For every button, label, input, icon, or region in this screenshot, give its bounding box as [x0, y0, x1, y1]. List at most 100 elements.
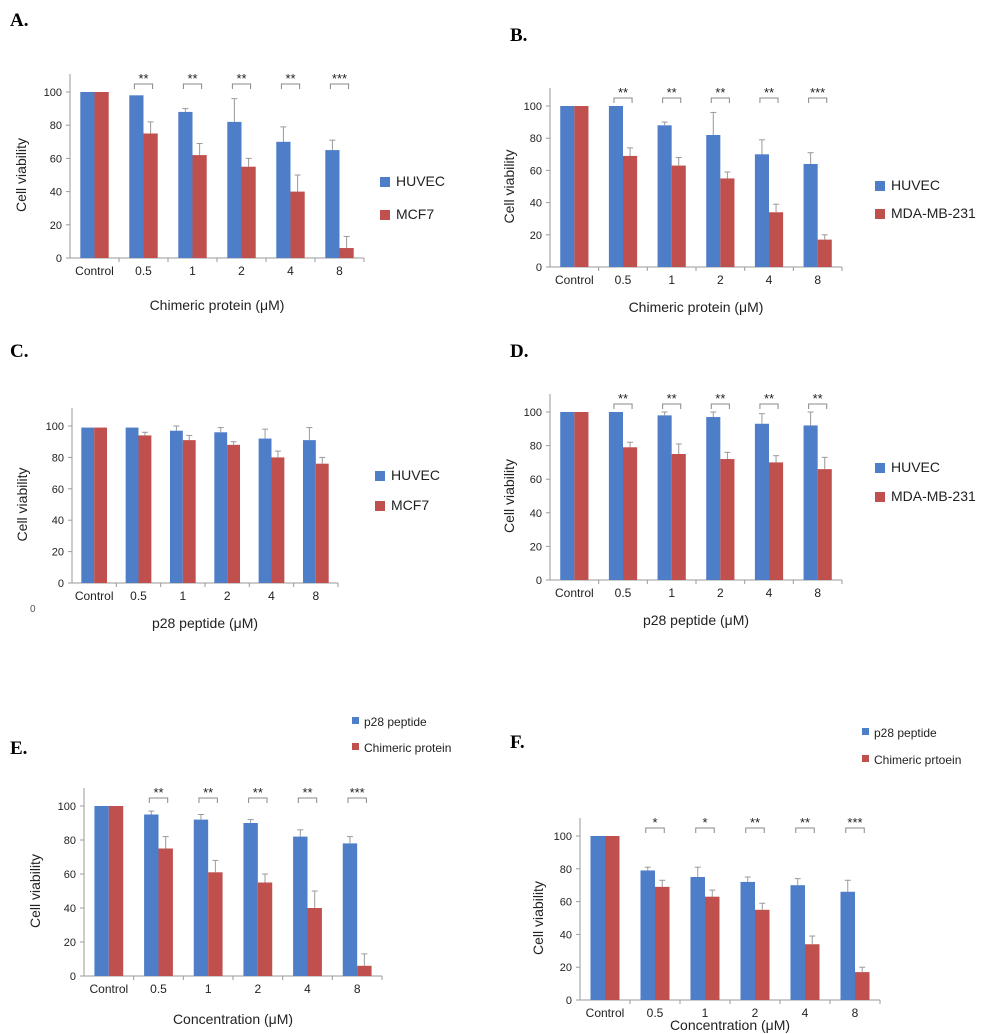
- chart-panel-4: D. 0 20 40 60 80 100 Control 0.5 ** 1 ** 2 ** 4 ** 8 ** Ce…: [501, 341, 976, 628]
- bar-series1: [325, 150, 340, 258]
- bar-series2: [623, 447, 638, 580]
- x-tick-label: 1: [189, 264, 196, 278]
- x-axis-title: Concentration (μM): [173, 1011, 293, 1027]
- bar-series1: [243, 823, 258, 976]
- x-tick-label: 0.5: [647, 1006, 664, 1020]
- stray-mark: 0: [30, 604, 36, 615]
- x-tick-label: Control: [555, 273, 594, 287]
- significance-label: ***: [847, 815, 862, 830]
- bar-series1: [560, 106, 575, 267]
- legend-label: HUVEC: [391, 467, 440, 483]
- chart-panel-3: C. 0 20 40 60 80 100 Control 0.5 1 2 4 8 Cell viabili…: [10, 341, 440, 631]
- significance-bracket: [133, 83, 154, 89]
- x-axis-title: Chimeric protein (μM): [150, 297, 285, 313]
- x-axis-title: p28 peptide (μM): [643, 612, 749, 628]
- bar-series1: [608, 106, 623, 267]
- x-tick-label: 8: [814, 586, 821, 600]
- significance-label: ***: [810, 85, 825, 100]
- panel-letter: F.: [510, 732, 525, 753]
- bar-series1: [80, 92, 95, 258]
- x-tick-label: 2: [224, 589, 231, 603]
- bar-series2: [315, 463, 329, 583]
- legend-swatch: [862, 755, 869, 762]
- bar-series2: [574, 412, 589, 580]
- chart-panel-1: A. 0 20 40 60 80 100 Control 0.5 ** 1 ** 2 ** 4 ** 8 *** C…: [10, 10, 445, 313]
- bar-series1: [790, 885, 805, 1000]
- y-tick-label: 100: [46, 421, 64, 433]
- y-tick-label: 60: [560, 897, 572, 909]
- legend-swatch: [875, 463, 885, 473]
- y-tick-label: 60: [530, 165, 542, 177]
- x-tick-label: 4: [304, 982, 311, 996]
- x-axis-title: Concentration (μM): [670, 1017, 790, 1033]
- bar-series2: [290, 191, 305, 258]
- x-tick-label: 4: [268, 589, 275, 603]
- legend-label: MDA-MB-231: [891, 205, 976, 221]
- x-tick-label: 4: [766, 273, 773, 287]
- bar-series2: [94, 92, 109, 258]
- x-tick-label: 8: [312, 589, 319, 603]
- x-axis-title: Chimeric protein (μM): [629, 299, 764, 315]
- bar-series2: [192, 155, 207, 258]
- y-tick-label: 20: [64, 937, 76, 949]
- legend-label: p28 peptide: [364, 715, 427, 729]
- significance-label: **: [764, 85, 774, 100]
- bar-series1: [293, 836, 308, 976]
- bar-series1: [144, 814, 159, 976]
- y-tick-label: 0: [58, 578, 64, 590]
- panel-letter: B.: [510, 25, 527, 46]
- y-tick-label: 80: [530, 133, 542, 145]
- bar-series1: [81, 427, 95, 583]
- y-tick-label: 40: [52, 515, 64, 527]
- bar-series2: [357, 965, 372, 976]
- significance-bracket: [329, 83, 350, 89]
- significance-label: **: [153, 785, 163, 800]
- bar-series1: [193, 819, 209, 976]
- x-tick-label: 4: [766, 586, 773, 600]
- y-tick-label: 80: [50, 120, 62, 132]
- panel-letter: C.: [10, 341, 28, 362]
- y-tick-label: 40: [64, 903, 76, 915]
- bar-series1: [590, 836, 605, 1000]
- bar-series1: [706, 134, 721, 267]
- y-axis-title: Cell viability: [501, 150, 517, 224]
- y-tick-label: 80: [64, 835, 76, 847]
- y-tick-label: 100: [524, 407, 542, 419]
- bar-series1: [706, 417, 721, 580]
- legend-label: HUVEC: [891, 177, 940, 193]
- bar-series1: [94, 806, 109, 976]
- significance-bracket: [248, 797, 268, 803]
- bar-series2: [605, 836, 620, 1000]
- bar-series1: [302, 440, 316, 583]
- significance-bracket: [148, 797, 169, 803]
- x-tick-label: 2: [717, 586, 724, 600]
- significance-bracket: [645, 827, 665, 833]
- significance-bracket: [347, 797, 367, 803]
- bar-series2: [307, 908, 322, 976]
- significance-label: **: [187, 71, 197, 86]
- significance-label: **: [203, 785, 213, 800]
- bar-series1: [640, 870, 655, 1000]
- significance-label: **: [285, 71, 295, 86]
- bar-series1: [803, 425, 818, 580]
- x-tick-label: 2: [752, 1006, 759, 1020]
- y-tick-label: 40: [50, 187, 62, 199]
- y-tick-label: 20: [560, 962, 572, 974]
- x-tick-label: 0.5: [615, 273, 632, 287]
- x-tick-label: 8: [852, 1006, 859, 1020]
- x-tick-label: 4: [802, 1006, 809, 1020]
- x-tick-label: 1: [668, 273, 675, 287]
- y-tick-label: 0: [70, 971, 76, 983]
- bar-series2: [720, 459, 735, 580]
- significance-bracket: [198, 797, 218, 803]
- bar-series2: [94, 427, 108, 583]
- legend-swatch: [375, 501, 385, 511]
- y-axis-title: Cell viability: [530, 881, 546, 955]
- bar-series2: [574, 106, 589, 267]
- y-tick-label: 60: [50, 153, 62, 165]
- bar-series2: [671, 165, 686, 267]
- legend-label: Chimeric prtoein: [874, 753, 961, 767]
- bar-series2: [817, 239, 832, 267]
- bar-series1: [754, 423, 769, 580]
